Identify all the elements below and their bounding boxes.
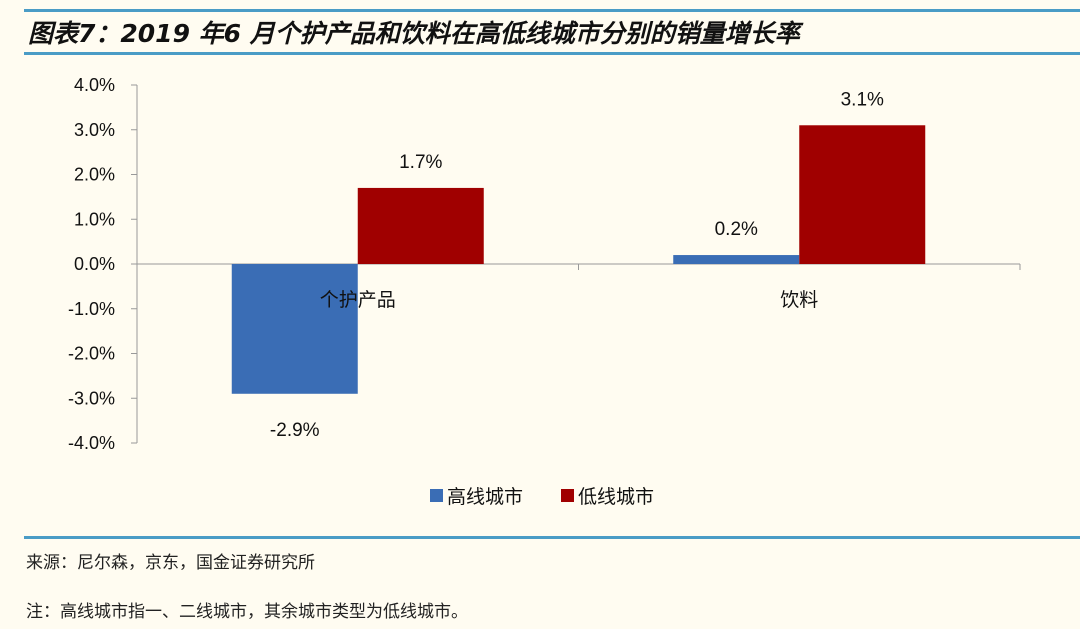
y-tick-label: 3.0%	[74, 120, 115, 140]
y-tick-label: -2.0%	[68, 344, 115, 364]
legend-label: 高线城市	[447, 486, 523, 508]
data-label: 0.2%	[715, 219, 758, 240]
bar-2	[357, 187, 484, 264]
legend-swatch	[430, 489, 443, 502]
bar-1	[673, 255, 800, 264]
y-tick-label: 1.0%	[74, 209, 115, 229]
y-tick-label: 2.0%	[74, 165, 115, 185]
y-tick-label: -4.0%	[68, 433, 115, 453]
legend-label: 低线城市	[578, 486, 654, 508]
data-label: 3.1%	[841, 89, 884, 110]
legend-swatch	[561, 489, 574, 502]
source-note: 来源：尼尔森，京东，国金证券研究所	[26, 553, 315, 573]
bar-1	[231, 264, 358, 394]
data-label: -2.9%	[270, 420, 320, 441]
x-category-label: 饮料	[780, 289, 818, 311]
y-tick-label: 0.0%	[74, 254, 115, 274]
data-label: 1.7%	[399, 152, 442, 173]
top-rule	[24, 9, 1080, 12]
y-tick-label: -3.0%	[68, 388, 115, 408]
chart-title: 图表7：2019 年6 月个护产品和饮料在高低线城市分别的销量增长率	[28, 19, 800, 48]
title-rule	[24, 52, 1080, 55]
x-category-label: 个护产品	[320, 289, 396, 311]
bottom-rule	[24, 536, 1080, 539]
y-tick-label: 4.0%	[74, 75, 115, 95]
y-tick-label: -1.0%	[68, 299, 115, 319]
bar-2	[799, 125, 926, 265]
footnote: 注：高线城市指一、二线城市，其余城市类型为低线城市。	[26, 602, 468, 622]
